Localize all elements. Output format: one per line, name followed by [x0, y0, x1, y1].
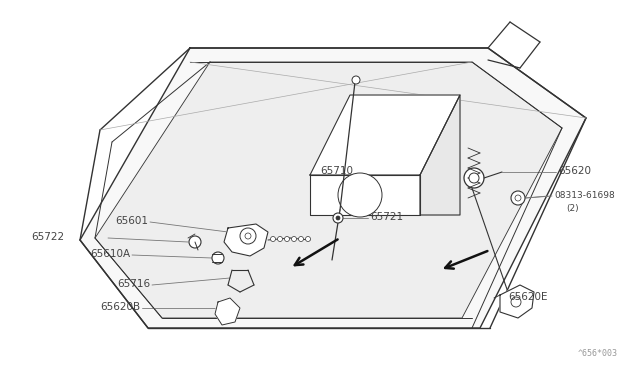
Circle shape [212, 252, 224, 264]
Text: 65601: 65601 [115, 216, 148, 226]
Circle shape [333, 213, 343, 223]
Circle shape [338, 173, 382, 217]
Text: ^656*003: ^656*003 [578, 349, 618, 358]
Text: 65620B: 65620B [100, 302, 140, 312]
Text: 65620: 65620 [558, 166, 591, 176]
Polygon shape [310, 95, 460, 175]
Text: 65716: 65716 [117, 279, 150, 289]
Text: 65721: 65721 [370, 212, 403, 222]
Circle shape [469, 173, 479, 183]
Text: 65710: 65710 [320, 166, 353, 176]
Circle shape [189, 236, 201, 248]
Circle shape [511, 297, 521, 307]
Circle shape [271, 237, 275, 241]
Polygon shape [95, 62, 562, 318]
Polygon shape [420, 95, 460, 215]
Text: 65620E: 65620E [508, 292, 547, 302]
Circle shape [352, 76, 360, 84]
Circle shape [278, 237, 282, 241]
Circle shape [245, 233, 251, 239]
Polygon shape [500, 285, 534, 318]
Text: 08313-61698: 08313-61698 [554, 192, 615, 201]
Circle shape [291, 237, 296, 241]
Text: (2): (2) [566, 203, 579, 212]
Circle shape [464, 168, 484, 188]
Circle shape [336, 216, 340, 220]
Polygon shape [310, 175, 420, 215]
Polygon shape [80, 48, 586, 328]
Circle shape [511, 191, 525, 205]
Text: 65610A: 65610A [90, 249, 130, 259]
Text: 65722: 65722 [31, 232, 64, 242]
Circle shape [285, 237, 289, 241]
Circle shape [240, 228, 256, 244]
Circle shape [515, 195, 521, 201]
Polygon shape [215, 298, 240, 325]
Circle shape [298, 237, 303, 241]
Polygon shape [224, 224, 268, 256]
Circle shape [305, 237, 310, 241]
